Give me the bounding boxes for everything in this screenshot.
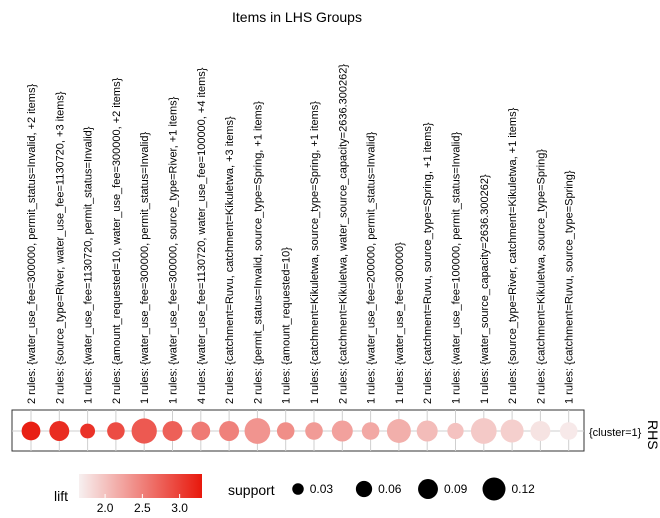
lhs-group-label: 1 rules: {catchment=Ruvu, source_type=Sp… xyxy=(564,170,576,404)
data-point xyxy=(305,422,323,440)
rhs-axis-title: RHS xyxy=(645,420,660,450)
support-legend-items: 0.03 0.06 0.09 0.12 xyxy=(292,477,536,501)
lhs-group-label: 1 rules: {water_use_fee=300000} xyxy=(394,242,406,404)
data-point xyxy=(416,420,438,442)
gridlines xyxy=(12,410,584,451)
data-point xyxy=(559,422,578,440)
support-legend-label: 0.03 xyxy=(310,482,334,496)
lift-legend-title: lift xyxy=(54,488,68,504)
data-point xyxy=(49,421,70,441)
support-legend-symbol xyxy=(355,480,373,498)
data-point xyxy=(244,418,271,444)
lhs-group-labels: 2 rules: {water_use_fee=300000, permit_s… xyxy=(26,64,576,404)
chart-title: Items in LHS Groups xyxy=(232,9,362,25)
lhs-group-label: 2 rules: {catchment=Kikuletwa, source_ty… xyxy=(535,149,547,404)
data-point xyxy=(131,418,157,444)
data-point xyxy=(276,422,295,440)
rhs-item-label: {cluster=1} xyxy=(589,427,642,439)
data-point xyxy=(80,423,96,439)
lhs-group-label: 1 rules: {water_source_capacity=2636.300… xyxy=(479,174,491,404)
lhs-group-label: 1 rules: {amount_requested=10} xyxy=(281,247,293,404)
lhs-group-label: 2 rules: {amount_requested=10, water_use… xyxy=(111,77,123,404)
lhs-group-label: 2 rules: {catchment=Ruvu, catchment=Kiku… xyxy=(224,116,236,404)
lhs-group-label: 2 rules: {permit_status=Invalid, source_… xyxy=(252,101,264,404)
data-point xyxy=(107,422,125,440)
lhs-group-label: 1 rules: {water_use_fee=300000, permit_s… xyxy=(139,132,151,404)
lhs-group-label: 1 rules: {catchment=Kikuletwa, source_ty… xyxy=(309,101,321,404)
lhs-group-label: 1 rules: {water_use_fee=100000, permit_s… xyxy=(451,132,463,404)
lhs-group-label: 2 rules: {catchment=Kikuletwa, water_sou… xyxy=(337,64,349,404)
lift-tick-label: 3.0 xyxy=(171,501,188,515)
support-legend-symbol xyxy=(292,483,304,495)
lift-tick-label: 2.0 xyxy=(97,501,114,515)
data-point xyxy=(162,421,183,441)
lift-tick-label: 2.5 xyxy=(134,501,151,515)
data-point xyxy=(331,420,353,442)
data-point xyxy=(447,422,464,440)
lhs-group-label: 2 rules: {water_use_fee=300000, permit_s… xyxy=(26,84,38,404)
data-point xyxy=(191,421,211,441)
lift-color-bar xyxy=(79,474,202,498)
lhs-group-label: 1 rules: {water_use_fee=300000, source_t… xyxy=(168,96,180,404)
support-legend-symbol xyxy=(482,477,506,501)
data-point xyxy=(361,422,380,440)
support-legend-label: 0.09 xyxy=(444,482,468,496)
support-legend-label: 0.06 xyxy=(378,482,402,496)
lhs-group-label: 4 rules: {water_use_fee=1130720, water_u… xyxy=(196,67,208,404)
lhs-group-label: 2 rules: {source_type=River, catchment=K… xyxy=(507,107,519,404)
data-points xyxy=(21,418,578,444)
lhs-group-label: 1 rules: {water_use_fee=200000, permit_s… xyxy=(366,132,378,404)
data-point xyxy=(500,419,524,443)
data-point xyxy=(470,418,497,444)
lhs-group-label: 2 rules: {source_type=River, water_use_f… xyxy=(54,91,66,404)
support-legend-label: 0.12 xyxy=(512,482,536,496)
lhs-group-label: 2 rules: {catchment=Ruvu, source_type=Sp… xyxy=(422,122,434,404)
lift-legend-ticks: 2.0 2.5 3.0 xyxy=(97,494,188,515)
support-legend-title: support xyxy=(228,482,275,498)
lhs-group-label: 1 rules: {water_use_fee=1130720, permit_… xyxy=(83,126,95,404)
data-point xyxy=(530,421,551,441)
data-point xyxy=(21,421,41,441)
support-legend-symbol xyxy=(418,479,438,499)
data-point xyxy=(219,421,240,441)
data-point xyxy=(386,419,411,443)
